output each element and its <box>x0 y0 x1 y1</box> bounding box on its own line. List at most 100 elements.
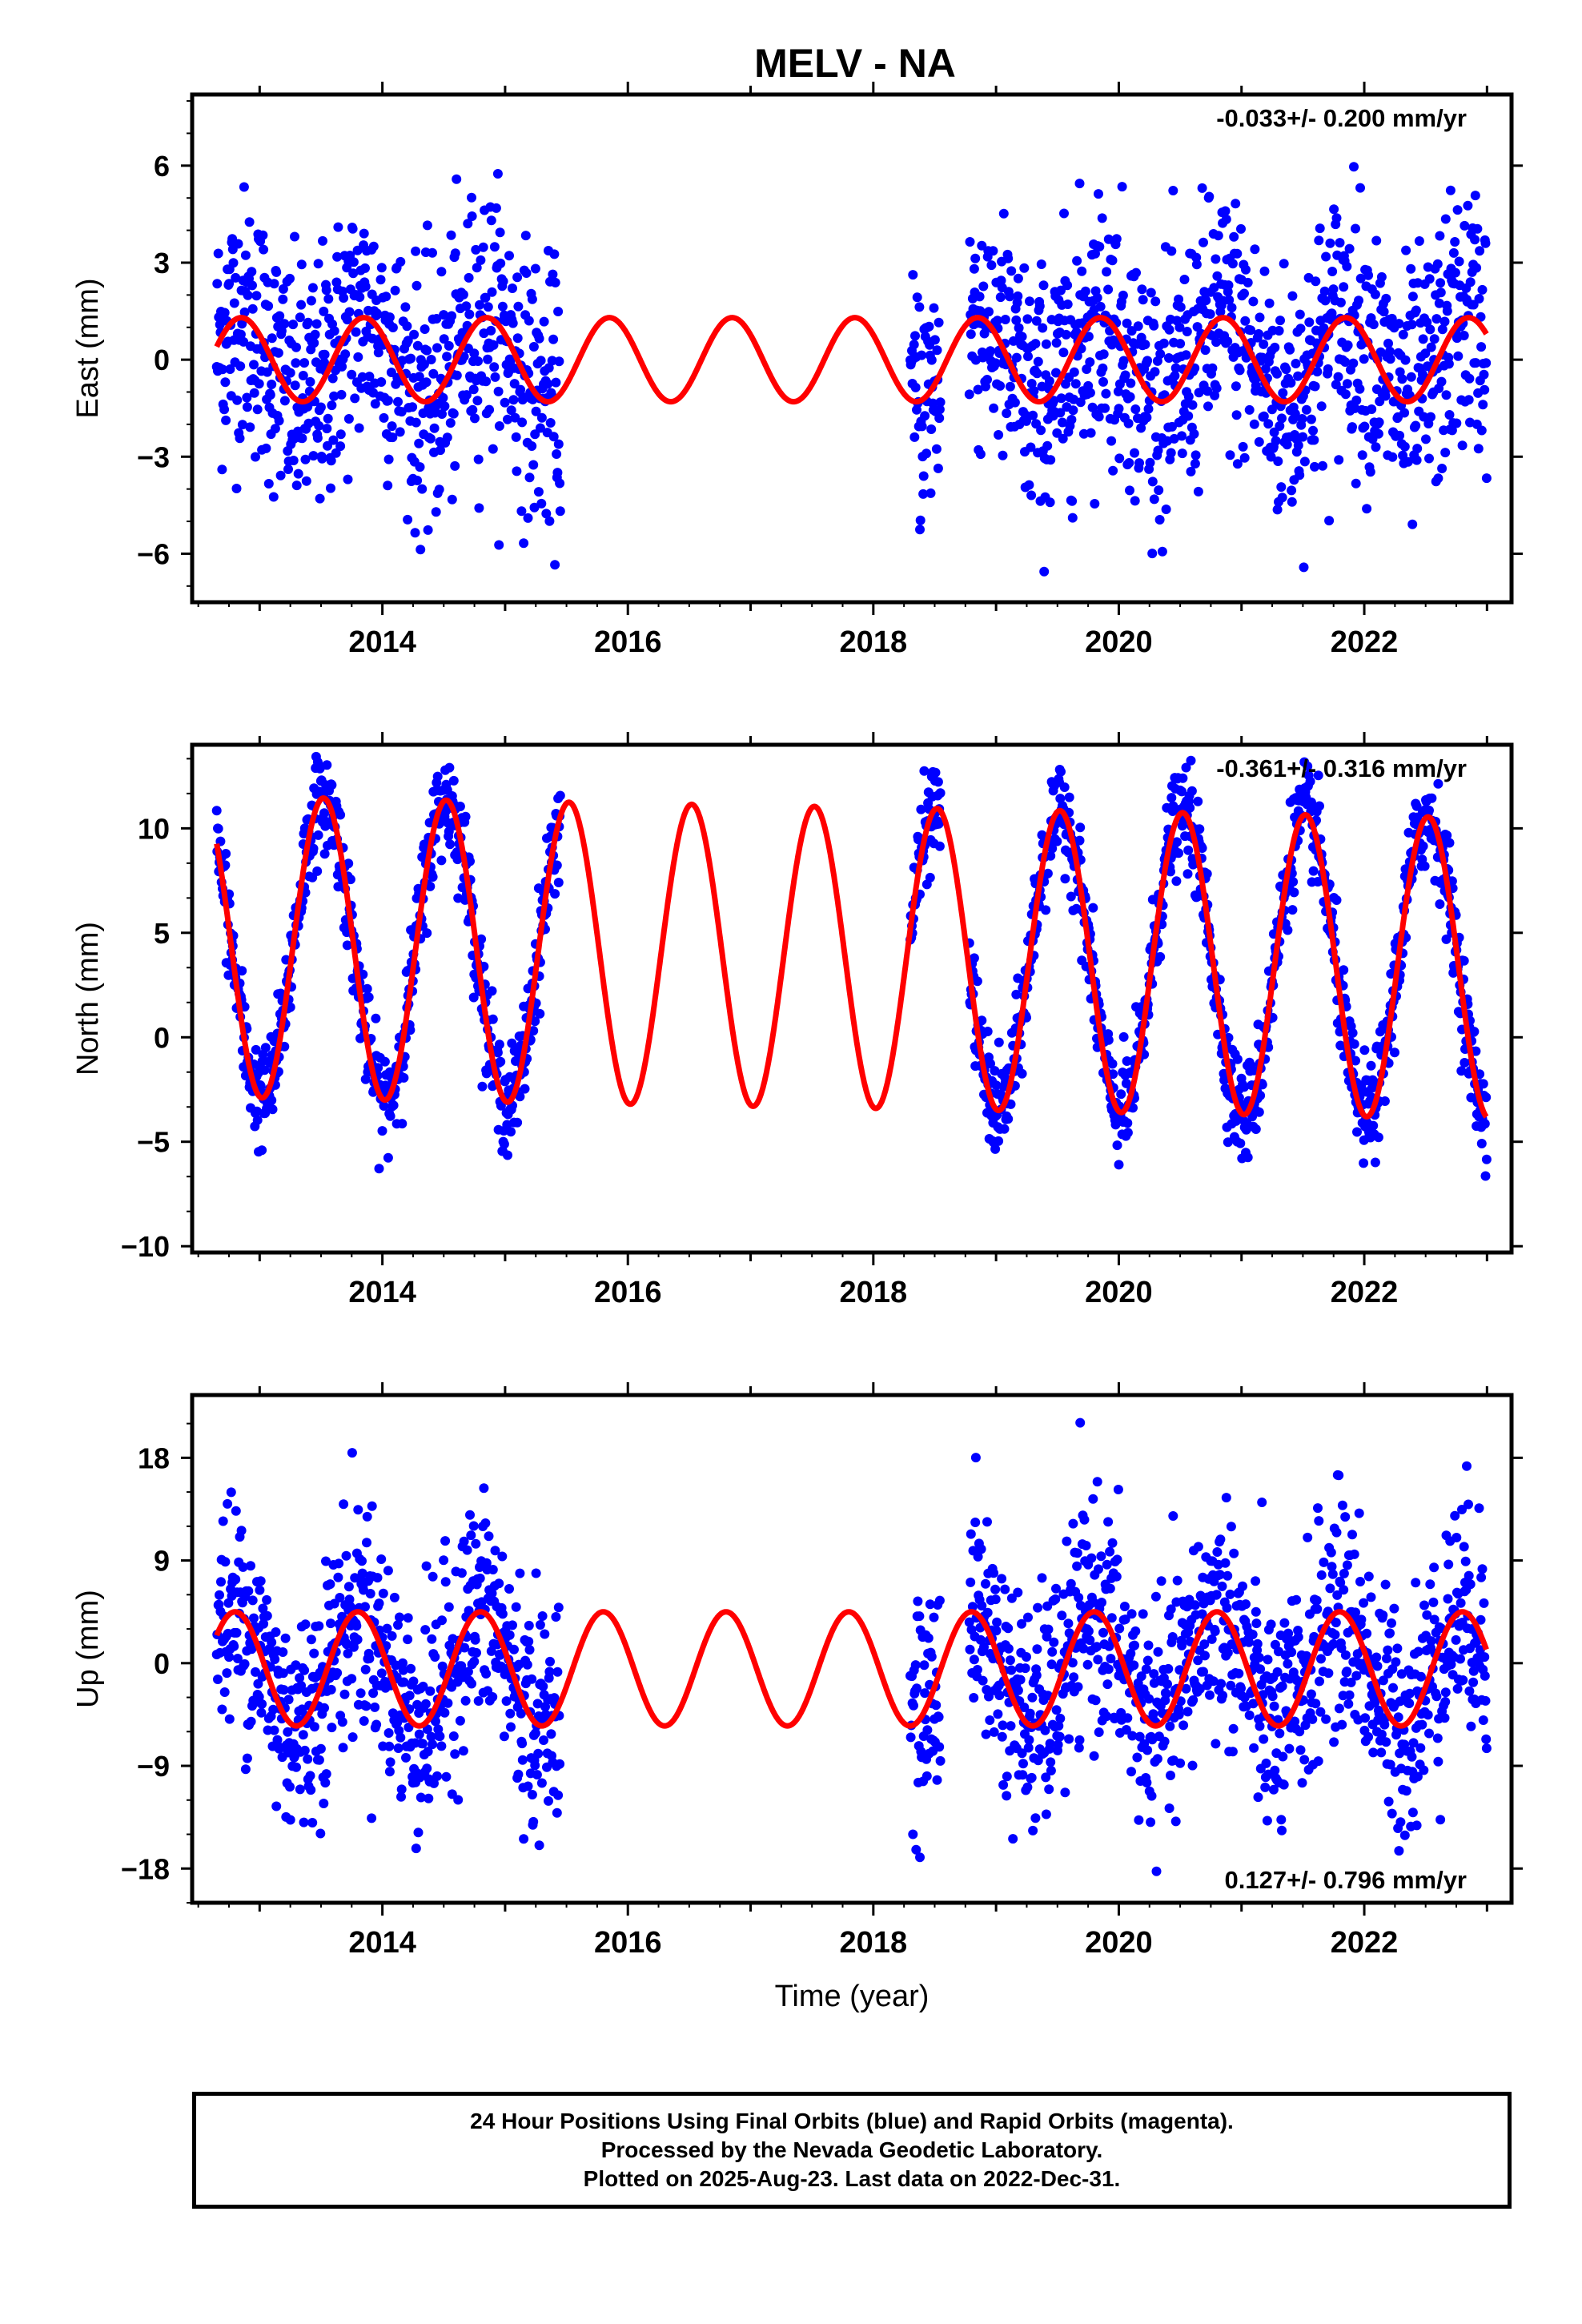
east-point <box>512 272 523 283</box>
up-point <box>1103 1664 1114 1675</box>
east-point <box>524 472 535 483</box>
up-point <box>1349 1549 1359 1559</box>
east-point <box>331 448 341 458</box>
east-point <box>1210 390 1220 400</box>
east-point <box>1273 456 1283 466</box>
up-point <box>1146 1817 1156 1827</box>
north-point <box>1303 761 1313 771</box>
up-point <box>538 1681 548 1691</box>
east-point <box>1277 413 1287 424</box>
north-point <box>1390 1047 1399 1058</box>
east-point <box>452 370 462 380</box>
up-point <box>1315 1676 1324 1687</box>
up-point <box>413 1827 424 1838</box>
up-point <box>527 1790 537 1799</box>
east-point <box>1098 349 1109 360</box>
east-point <box>372 309 383 320</box>
east-point <box>425 433 436 444</box>
east-point <box>552 468 563 478</box>
east-point <box>534 333 544 344</box>
east-point <box>1385 346 1395 356</box>
up-point <box>337 1717 347 1727</box>
east-point <box>415 462 425 472</box>
up-point <box>976 1544 986 1554</box>
north-point <box>1469 1027 1480 1037</box>
east-point <box>1422 317 1432 328</box>
east-point <box>1254 329 1264 339</box>
north-point <box>279 1041 290 1051</box>
north-point <box>1122 1128 1133 1138</box>
up-point <box>1267 1691 1278 1702</box>
north-point <box>552 860 562 870</box>
up-point <box>993 1709 1003 1719</box>
east-point <box>982 375 992 384</box>
north-point <box>379 1056 390 1067</box>
east-point <box>1143 404 1154 414</box>
up-point <box>1023 1612 1033 1622</box>
up-point <box>965 1644 975 1655</box>
east-point <box>1403 456 1413 467</box>
up-point <box>218 1516 228 1526</box>
east-point <box>1094 412 1104 422</box>
east-point <box>387 421 397 432</box>
east-point <box>290 231 299 242</box>
up-point <box>353 1505 363 1515</box>
east-point <box>1187 400 1198 410</box>
east-point <box>914 302 925 312</box>
east-point <box>296 300 307 310</box>
east-point <box>1437 324 1447 335</box>
up-point <box>517 1739 528 1749</box>
up-point <box>385 1757 396 1767</box>
east-point <box>523 513 533 523</box>
east-point <box>411 246 421 256</box>
east-y-tick-label: −6 <box>137 537 170 570</box>
up-point <box>929 1612 939 1622</box>
east-point <box>475 300 484 310</box>
north-point <box>335 810 346 820</box>
north-point <box>1287 905 1298 915</box>
up-point <box>1255 1664 1266 1675</box>
east-point <box>431 507 441 517</box>
east-point <box>446 230 456 240</box>
east-point <box>1005 292 1015 302</box>
east-point <box>1312 367 1323 377</box>
east-point <box>1421 434 1431 444</box>
up-point <box>1193 1542 1203 1552</box>
east-point <box>1379 307 1389 317</box>
up-point <box>484 1531 494 1542</box>
up-point <box>537 1611 548 1621</box>
east-point <box>315 402 326 412</box>
east-y-tick-label: 0 <box>154 344 170 376</box>
east-point <box>298 371 308 380</box>
up-point <box>343 1648 353 1659</box>
east-point <box>1036 425 1046 436</box>
up-point <box>1174 1710 1184 1720</box>
up-point <box>1276 1815 1287 1825</box>
up-point <box>285 1782 295 1792</box>
east-point <box>318 235 327 246</box>
up-point <box>376 1668 387 1679</box>
east-point <box>1220 206 1231 216</box>
east-point <box>553 307 564 316</box>
up-point <box>1164 1803 1174 1813</box>
up-point <box>458 1746 468 1756</box>
up-point <box>1088 1494 1098 1504</box>
up-point <box>1063 1618 1074 1629</box>
up-point <box>1094 1727 1104 1737</box>
up-point <box>992 1617 1002 1627</box>
up-point <box>1159 1736 1170 1747</box>
up-point <box>314 1621 324 1631</box>
up-point <box>246 1716 256 1727</box>
up-point <box>424 1793 434 1803</box>
east-point <box>1480 238 1491 248</box>
up-point <box>1032 1644 1042 1655</box>
east-point <box>1117 182 1127 192</box>
east-point <box>517 417 528 428</box>
north-point <box>308 843 319 854</box>
up-point <box>480 1518 491 1528</box>
east-point <box>387 432 398 443</box>
up-point <box>1049 1637 1059 1647</box>
up-point <box>359 1716 369 1726</box>
up-point <box>333 1572 343 1582</box>
east-point <box>1114 453 1125 464</box>
